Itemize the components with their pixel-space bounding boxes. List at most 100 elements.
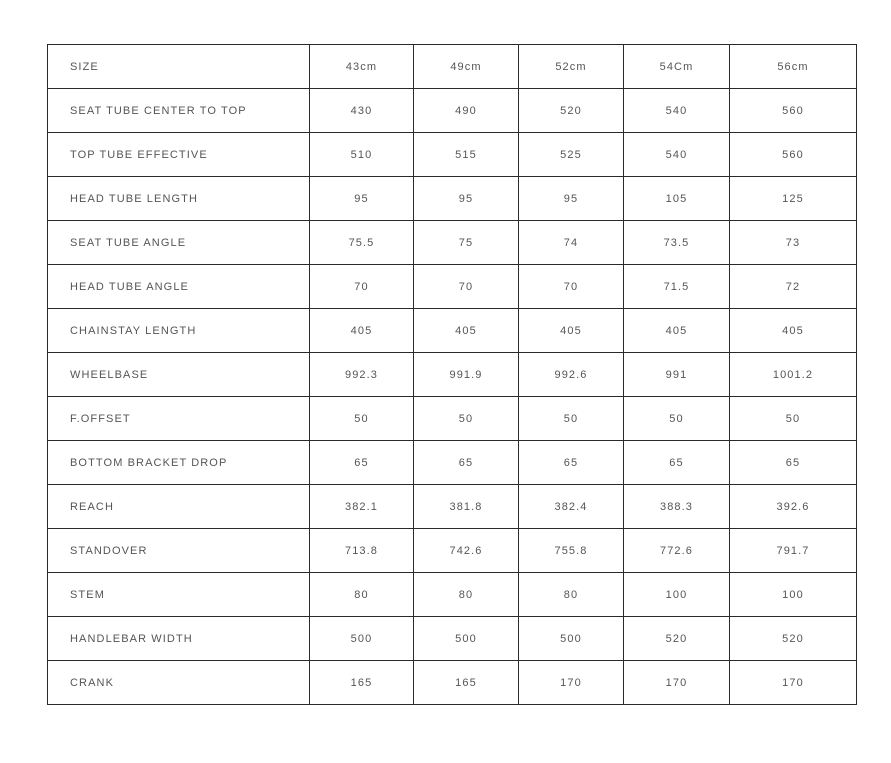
cell-value: 70 [413, 264, 519, 309]
cell-value: 50 [729, 396, 857, 441]
cell-value: 540 [623, 88, 730, 133]
cell-value: 72 [729, 264, 857, 309]
table-row: REACH 382.1 381.8 382.4 388.3 392.6 [47, 484, 857, 529]
cell-value: 170 [518, 660, 624, 705]
cell-value: 755.8 [518, 528, 624, 573]
row-label: HEAD TUBE LENGTH [47, 176, 310, 221]
cell-value: 382.4 [518, 484, 624, 529]
row-label: WHEELBASE [47, 352, 310, 397]
cell-value: 105 [623, 176, 730, 221]
cell-value: 500 [309, 616, 414, 661]
cell-value: 405 [729, 308, 857, 353]
table-row: BOTTOM BRACKET DROP 65 65 65 65 65 [47, 440, 857, 485]
table-row: CHAINSTAY LENGTH 405 405 405 405 405 [47, 308, 857, 353]
cell-value: 560 [729, 88, 857, 133]
cell-value: 170 [729, 660, 857, 705]
cell-value: 520 [729, 616, 857, 661]
table-row: STEM 80 80 80 100 100 [47, 572, 857, 617]
row-label: STEM [47, 572, 310, 617]
cell-value: 70 [309, 264, 414, 309]
cell-value: 742.6 [413, 528, 519, 573]
cell-value: 65 [413, 440, 519, 485]
cell-value: 382.1 [309, 484, 414, 529]
header-row: SIZE 43cm 49cm 52cm 54Cm 56cm [47, 44, 857, 89]
cell-value: 791.7 [729, 528, 857, 573]
row-label: HEAD TUBE ANGLE [47, 264, 310, 309]
cell-value: 405 [309, 308, 414, 353]
row-label: CRANK [47, 660, 310, 705]
cell-value: 125 [729, 176, 857, 221]
row-label: F.OFFSET [47, 396, 310, 441]
cell-value: 490 [413, 88, 519, 133]
table-row: HANDLEBAR WIDTH 500 500 500 520 520 [47, 616, 857, 661]
cell-value: 405 [518, 308, 624, 353]
cell-value: 50 [309, 396, 414, 441]
cell-value: 430 [309, 88, 414, 133]
cell-value: 991.9 [413, 352, 519, 397]
cell-value: 70 [518, 264, 624, 309]
cell-value: 71.5 [623, 264, 730, 309]
cell-value: 388.3 [623, 484, 730, 529]
cell-value: 54Cm [623, 44, 730, 89]
cell-value: 510 [309, 132, 414, 177]
cell-value: 772.6 [623, 528, 730, 573]
cell-value: 75 [413, 220, 519, 265]
cell-value: 165 [413, 660, 519, 705]
cell-value: 74 [518, 220, 624, 265]
cell-value: 500 [413, 616, 519, 661]
cell-value: 992.3 [309, 352, 414, 397]
cell-value: 49cm [413, 44, 519, 89]
cell-value: 991 [623, 352, 730, 397]
cell-value: 560 [729, 132, 857, 177]
cell-value: 170 [623, 660, 730, 705]
row-label: BOTTOM BRACKET DROP [47, 440, 310, 485]
row-label: HANDLEBAR WIDTH [47, 616, 310, 661]
row-label: TOP TUBE EFFECTIVE [47, 132, 310, 177]
cell-value: 65 [729, 440, 857, 485]
cell-value: 65 [309, 440, 414, 485]
row-label: SEAT TUBE CENTER TO TOP [47, 88, 310, 133]
cell-value: 713.8 [309, 528, 414, 573]
cell-value: 405 [623, 308, 730, 353]
table-row: CRANK 165 165 170 170 170 [47, 660, 857, 705]
row-label: STANDOVER [47, 528, 310, 573]
cell-value: 50 [413, 396, 519, 441]
cell-value: 73.5 [623, 220, 730, 265]
geometry-table: SIZE 43cm 49cm 52cm 54Cm 56cm SEAT TUBE CENTER… [47, 44, 857, 705]
cell-value: 80 [413, 572, 519, 617]
cell-value: 50 [518, 396, 624, 441]
cell-value: 95 [518, 176, 624, 221]
cell-value: 73 [729, 220, 857, 265]
cell-value: 520 [623, 616, 730, 661]
cell-value: 43cm [309, 44, 414, 89]
cell-value: 540 [623, 132, 730, 177]
cell-value: 405 [413, 308, 519, 353]
cell-value: 95 [413, 176, 519, 221]
cell-value: 80 [518, 572, 624, 617]
cell-value: 95 [309, 176, 414, 221]
cell-value: 515 [413, 132, 519, 177]
cell-value: 381.8 [413, 484, 519, 529]
table-row: STANDOVER 713.8 742.6 755.8 772.6 791.7 [47, 528, 857, 573]
cell-value: 525 [518, 132, 624, 177]
cell-value: 992.6 [518, 352, 624, 397]
cell-value: 65 [623, 440, 730, 485]
cell-value: 52cm [518, 44, 624, 89]
table-row: SEAT TUBE CENTER TO TOP 430 490 520 540 560 [47, 88, 857, 133]
cell-value: 500 [518, 616, 624, 661]
table-row: HEAD TUBE LENGTH 95 95 95 105 125 [47, 176, 857, 221]
cell-value: 100 [623, 572, 730, 617]
cell-value: 165 [309, 660, 414, 705]
row-label: SIZE [47, 44, 310, 89]
table-row: F.OFFSET 50 50 50 50 50 [47, 396, 857, 441]
table-row: HEAD TUBE ANGLE 70 70 70 71.5 72 [47, 264, 857, 309]
table-row: TOP TUBE EFFECTIVE 510 515 525 540 560 [47, 132, 857, 177]
table-row: WHEELBASE 992.3 991.9 992.6 991 1001.2 [47, 352, 857, 397]
row-label: CHAINSTAY LENGTH [47, 308, 310, 353]
cell-value: 65 [518, 440, 624, 485]
cell-value: 1001.2 [729, 352, 857, 397]
cell-value: 80 [309, 572, 414, 617]
cell-value: 100 [729, 572, 857, 617]
cell-value: 75.5 [309, 220, 414, 265]
row-label: SEAT TUBE ANGLE [47, 220, 310, 265]
